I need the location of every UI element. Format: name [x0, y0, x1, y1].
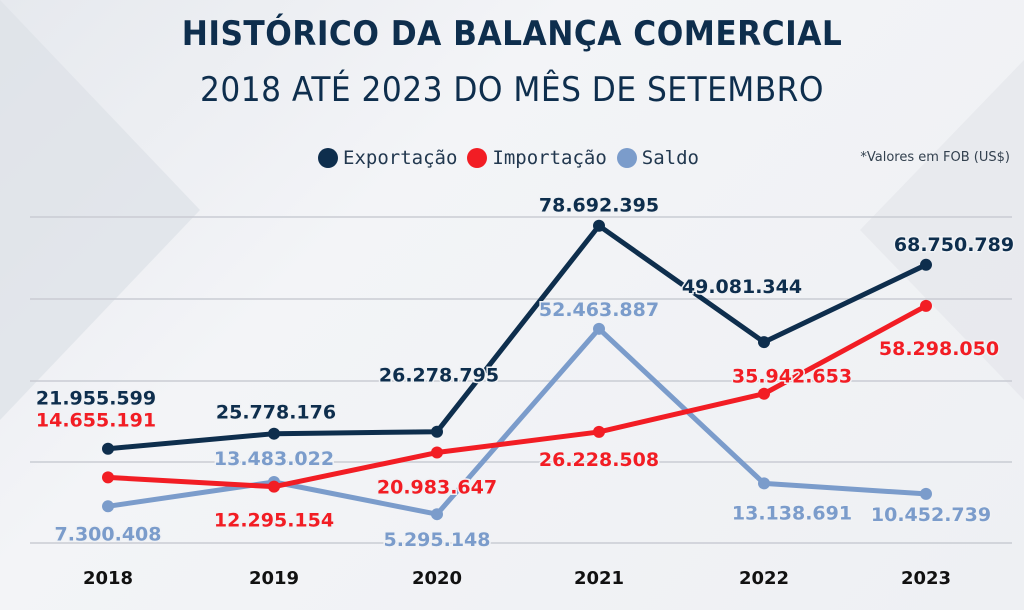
data-label-saldo: 52.463.887 — [539, 299, 659, 321]
data-point-importacao — [431, 446, 443, 459]
data-point-saldo — [758, 477, 770, 490]
data-point-importacao — [102, 471, 114, 484]
data-label-saldo: 5.295.148 — [384, 529, 491, 551]
legend-dot-saldo — [616, 148, 637, 168]
legend-item-saldo: Saldo — [616, 147, 699, 169]
data-label-exportacao: 25.778.176 — [216, 402, 336, 424]
data-point-importacao — [593, 425, 605, 438]
data-point-exportacao — [431, 425, 443, 438]
data-label-importacao: 35.942.653 — [732, 366, 852, 388]
chart-subtitle: 2018 ATÉ 2023 DO MÊS DE SETEMBRO — [200, 70, 824, 110]
currency-note: *Valores em FOB (US$) — [860, 150, 1010, 165]
x-tick-label: 2018 — [83, 568, 133, 589]
legend-dot-exportacao — [318, 148, 338, 168]
x-tick-label: 2020 — [412, 568, 462, 589]
data-label-importacao: 20.983.647 — [377, 477, 497, 499]
data-point-exportacao — [758, 336, 770, 349]
data-label-importacao: 58.298.050 — [879, 338, 999, 360]
data-label-saldo: 13.138.691 — [732, 502, 852, 524]
x-tick-label: 2022 — [739, 568, 789, 589]
data-point-importacao — [920, 299, 932, 312]
data-point-exportacao — [593, 219, 605, 232]
legend-dot-importacao — [467, 148, 488, 168]
data-label-exportacao: 49.081.344 — [682, 276, 802, 298]
legend-label-importacao: Importação — [492, 147, 607, 169]
data-label-saldo: 7.300.408 — [55, 523, 162, 545]
data-label-exportacao: 68.750.789 — [894, 234, 1014, 256]
series-line-exportacao — [105, 223, 929, 452]
data-point-saldo — [431, 508, 443, 521]
legend-item-importacao: Importação — [467, 147, 607, 169]
x-tick-label: 2023 — [901, 568, 951, 589]
x-tick-label: 2021 — [574, 568, 624, 589]
legend-label-saldo: Saldo — [641, 147, 699, 169]
series-line-importacao — [105, 303, 929, 490]
data-point-saldo — [920, 487, 932, 500]
data-point-exportacao — [268, 427, 280, 440]
data-point-saldo — [102, 500, 114, 513]
data-label-exportacao: 26.278.795 — [379, 365, 499, 387]
legend: Exportação Importação Saldo — [318, 145, 699, 171]
legend-item-exportacao: Exportação — [318, 147, 457, 169]
data-point-exportacao — [920, 258, 932, 271]
data-label-exportacao: 21.955.599 — [36, 388, 156, 410]
x-tick-label: 2019 — [249, 568, 299, 589]
data-point-exportacao — [102, 442, 114, 455]
data-label-importacao: 26.228.508 — [539, 449, 659, 471]
data-label-saldo: 13.483.022 — [214, 448, 334, 470]
legend-label-exportacao: Exportação — [343, 147, 458, 169]
chart-title: HISTÓRICO DA BALANÇA COMERCIAL — [181, 14, 843, 54]
data-label-exportacao: 78.692.395 — [539, 195, 659, 217]
data-label-saldo: 10.452.739 — [871, 504, 991, 526]
data-point-importacao — [758, 387, 770, 400]
data-label-importacao: 12.295.154 — [214, 510, 334, 532]
data-label-importacao: 14.655.191 — [36, 409, 156, 431]
data-point-importacao — [268, 480, 280, 493]
data-point-saldo — [593, 322, 605, 335]
